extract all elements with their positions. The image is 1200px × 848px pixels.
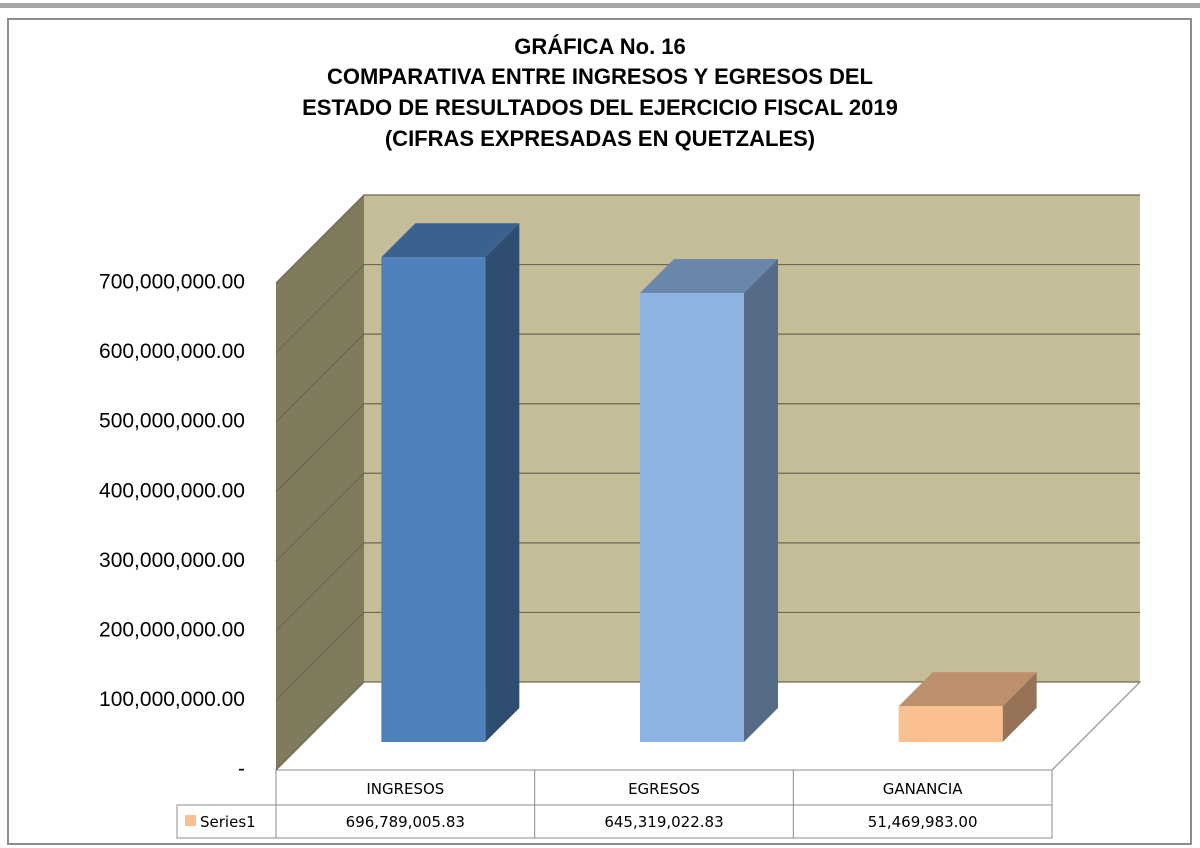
y-tick-label: 200,000,000.00 <box>99 618 245 641</box>
grid-line <box>275 681 1140 771</box>
table-lines <box>275 770 1053 839</box>
grid-line <box>275 403 1140 493</box>
chart-title: COMPARATIVA ENTRE INGRESOS Y EGRESOS DEL <box>327 64 873 89</box>
value-label: 51,469,983.00 <box>868 813 978 831</box>
chart-title: GRÁFICA No. 16 <box>514 34 686 59</box>
grid-line <box>275 611 1140 701</box>
x-tick-label: GANANCIA <box>883 780 963 798</box>
value-label: 696,789,005.83 <box>346 813 465 831</box>
y-tick-label: 600,000,000.00 <box>99 340 245 363</box>
y-tick-label: 400,000,000.00 <box>99 479 245 502</box>
grid-line <box>275 333 1140 423</box>
legend-swatch <box>185 815 196 826</box>
y-tick-label: - <box>238 758 245 781</box>
bar-side <box>1002 672 1037 742</box>
y-tick-label: 700,000,000.00 <box>99 271 245 294</box>
grid-line <box>275 263 1140 353</box>
bar-top <box>640 259 778 294</box>
y-tick-label: 500,000,000.00 <box>99 410 245 433</box>
table-line <box>176 804 276 839</box>
x-tick-label: INGRESOS <box>366 780 444 798</box>
table-line <box>1051 681 1141 771</box>
x-tick-label: EGRESOS <box>628 780 700 798</box>
side-wall <box>276 195 364 770</box>
grid-line <box>275 194 1140 284</box>
y-tick-label: 300,000,000.00 <box>99 549 245 572</box>
bar-side <box>744 259 778 742</box>
bar <box>898 706 1003 742</box>
bar-top <box>381 223 520 258</box>
y-tick-label: 100,000,000.00 <box>99 688 245 711</box>
bar <box>640 293 744 742</box>
top-band <box>0 3 1200 8</box>
legend-label: Series1 <box>200 813 256 831</box>
bar-side <box>485 223 520 742</box>
bar <box>381 257 486 742</box>
chart-title: ESTADO DE RESULTADOS DEL EJERCICIO FISCA… <box>302 95 898 120</box>
bar-top <box>898 672 1037 707</box>
chart-title: (CIFRAS EXPRESADAS EN QUETZALES) <box>385 126 815 151</box>
grid-line <box>275 542 1140 632</box>
grid-line <box>275 472 1140 562</box>
value-label: 645,319,022.83 <box>604 813 723 831</box>
